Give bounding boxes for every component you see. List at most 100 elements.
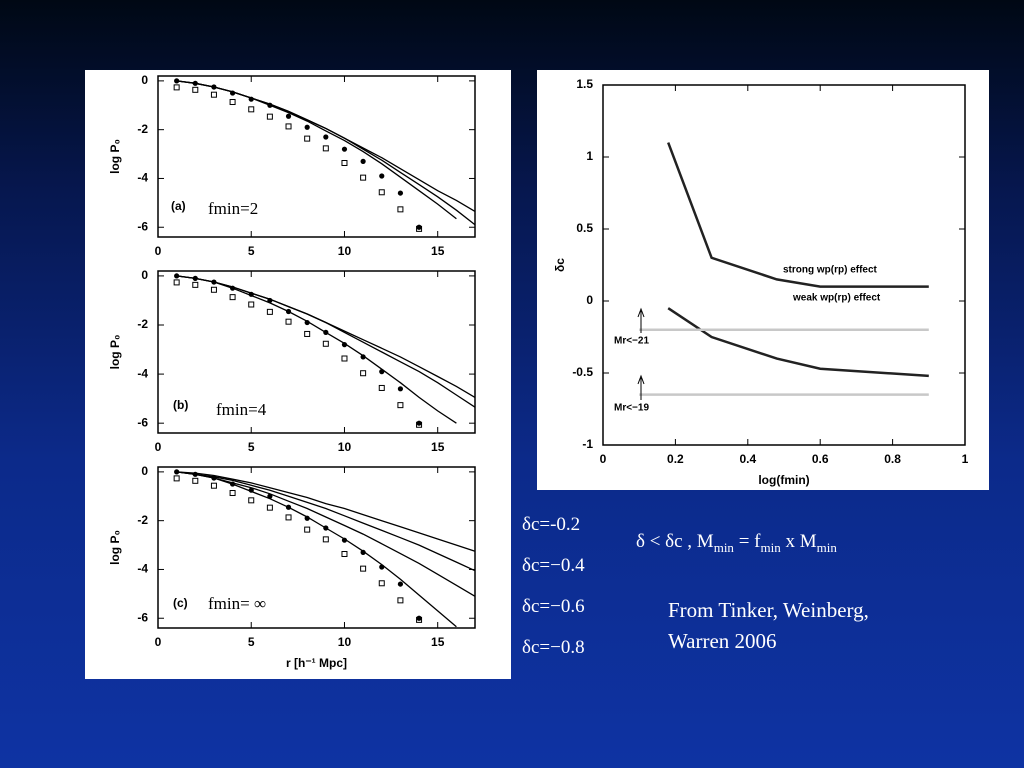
point bbox=[192, 281, 199, 288]
y-axis-label: log P₀ bbox=[108, 335, 122, 370]
y-axis-label: log P₀ bbox=[108, 530, 122, 565]
formula-sub: min bbox=[760, 539, 781, 555]
y-tick-label: -4 bbox=[137, 366, 148, 380]
series-line bbox=[176, 471, 476, 597]
series-label: weak wp(rp) effect bbox=[792, 293, 881, 304]
point bbox=[378, 384, 385, 391]
x-tick-label: 0 bbox=[155, 440, 162, 454]
y-tick-label: 0.5 bbox=[576, 221, 593, 235]
point bbox=[360, 174, 367, 181]
point bbox=[323, 134, 329, 140]
delta-label: δc=−0.8 bbox=[522, 637, 585, 658]
plot-frame bbox=[157, 466, 476, 629]
point bbox=[229, 99, 236, 106]
delta-label: δc=−0.6 bbox=[522, 596, 585, 617]
point bbox=[322, 340, 329, 347]
delta-label: δc=-0.2 bbox=[522, 514, 581, 535]
point bbox=[304, 330, 311, 337]
point bbox=[210, 482, 217, 489]
point bbox=[397, 581, 404, 587]
x-axis-label: log(fmin) bbox=[758, 473, 809, 487]
point bbox=[341, 551, 348, 557]
panel-label: fmin=2 bbox=[208, 199, 258, 218]
point bbox=[416, 225, 423, 232]
y-tick-label: -6 bbox=[137, 415, 148, 429]
y-tick-label: 1.5 bbox=[576, 77, 593, 91]
delta-label: δc=−0.4 bbox=[522, 555, 585, 576]
point bbox=[192, 477, 199, 484]
point bbox=[322, 145, 329, 152]
point bbox=[229, 490, 236, 497]
formula-part: δ < δc , M bbox=[636, 531, 714, 552]
point bbox=[266, 113, 273, 120]
x-axis-label: r [h⁻¹ Mpc] bbox=[286, 656, 347, 670]
y-tick-label: -6 bbox=[137, 219, 148, 233]
panel-label: (b) bbox=[173, 398, 188, 412]
point bbox=[379, 173, 385, 179]
y-tick-label: 1 bbox=[586, 149, 593, 163]
panel-label: fmin= ∞ bbox=[208, 594, 266, 613]
y-tick-label: 0 bbox=[586, 293, 593, 307]
point bbox=[285, 514, 292, 521]
point bbox=[341, 355, 348, 362]
series-line bbox=[176, 471, 476, 552]
point bbox=[266, 504, 273, 511]
series-line bbox=[176, 471, 457, 628]
point bbox=[378, 580, 385, 587]
panel-label: fmin=4 bbox=[216, 400, 267, 419]
point bbox=[304, 526, 311, 533]
formula: δ < δc , Mmin = fmin x Mmin bbox=[636, 531, 837, 556]
credit: Warren 2006 bbox=[668, 629, 777, 653]
point bbox=[341, 146, 348, 152]
point bbox=[285, 113, 292, 119]
series-label: strong wp(rp) effect bbox=[783, 265, 878, 276]
left-panel bbox=[85, 70, 511, 679]
series-line bbox=[176, 471, 476, 572]
point bbox=[397, 206, 404, 213]
panel-label: (a) bbox=[171, 199, 186, 213]
point bbox=[416, 224, 422, 230]
x-tick-label: 15 bbox=[431, 440, 445, 454]
plot-frame bbox=[157, 75, 476, 238]
y-tick-label: -0.5 bbox=[572, 365, 593, 379]
y-tick-label: 0 bbox=[141, 268, 148, 282]
x-tick-label: 5 bbox=[248, 635, 255, 649]
x-tick-label: 0.2 bbox=[667, 452, 684, 466]
point bbox=[173, 475, 180, 482]
y-tick-label: -2 bbox=[137, 122, 148, 136]
series-line bbox=[667, 142, 929, 288]
point bbox=[304, 124, 310, 130]
x-tick-label: 1 bbox=[962, 452, 969, 466]
y-tick-label: -6 bbox=[137, 610, 148, 624]
point bbox=[397, 597, 404, 604]
point bbox=[210, 286, 217, 293]
point bbox=[360, 158, 366, 164]
point bbox=[397, 386, 404, 392]
point bbox=[210, 91, 217, 98]
point bbox=[322, 536, 329, 543]
point bbox=[229, 294, 236, 301]
series-label: Mr<−19 bbox=[614, 403, 649, 414]
right-panel bbox=[537, 70, 989, 490]
point bbox=[416, 421, 423, 428]
formula-sub: min bbox=[816, 539, 837, 555]
plot-frame bbox=[602, 84, 966, 446]
plot-frame bbox=[157, 270, 476, 434]
series-line bbox=[176, 275, 476, 408]
y-tick-label: -4 bbox=[137, 562, 148, 576]
point bbox=[397, 402, 404, 409]
point bbox=[173, 279, 180, 286]
point bbox=[248, 497, 255, 504]
x-tick-label: 0 bbox=[155, 635, 162, 649]
y-tick-label: 0 bbox=[141, 464, 148, 478]
point bbox=[341, 160, 348, 166]
series-line bbox=[176, 80, 457, 220]
x-tick-label: 0.8 bbox=[884, 452, 901, 466]
panel-label: (c) bbox=[173, 596, 188, 610]
formula-part: = f bbox=[733, 531, 761, 552]
y-axis-label: log P₀ bbox=[108, 139, 122, 174]
x-tick-label: 0.4 bbox=[739, 452, 756, 466]
formula-sub: min bbox=[713, 539, 734, 555]
y-axis-label: δc bbox=[553, 258, 567, 272]
